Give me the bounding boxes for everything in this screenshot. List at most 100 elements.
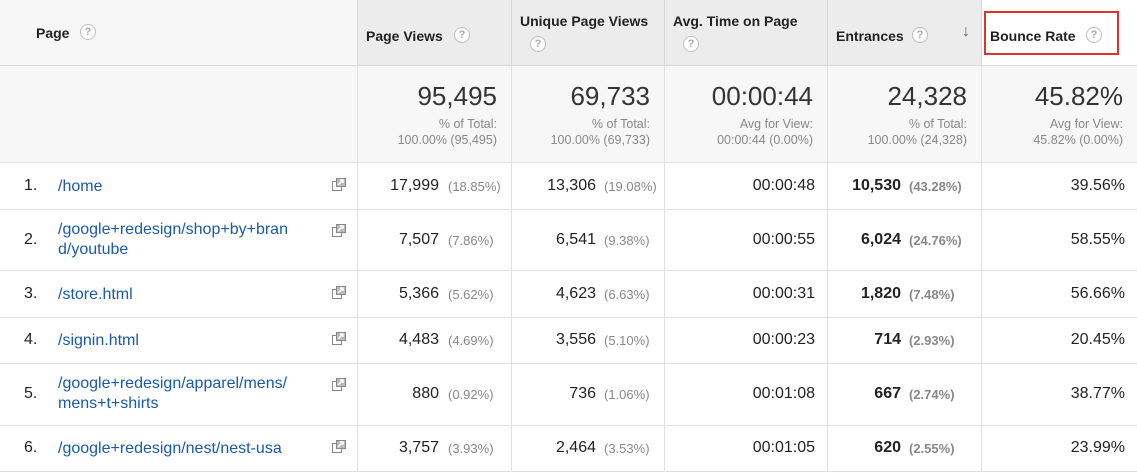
page-views-value: 7,507 [398, 231, 439, 248]
header-unique-page-views-label: Unique Page Views [520, 13, 649, 29]
open-external-icon[interactable] [332, 440, 346, 453]
row-number: 4. [24, 331, 38, 348]
header-page-label: Page [36, 25, 70, 41]
open-external-icon[interactable] [332, 286, 346, 299]
cell-entrances: 10,530 (43.28%) [828, 163, 982, 210]
avg-time-value: 00:00:48 [752, 177, 815, 194]
entrances-percent: (24.76%) [909, 233, 962, 248]
totals-entrances: 24,328 % of Total: 100.00% (24,328) [828, 66, 982, 163]
cell-unique-page-views: 4,623 (6.63%) [512, 271, 665, 318]
page-link-line2[interactable]: d/youtube [58, 241, 129, 258]
total-sub-line1: Avg for View: [739, 117, 813, 131]
page-link-line2[interactable]: mens+t+shirts [58, 395, 159, 412]
total-subtext: % of Total: 100.00% (24,328) [868, 116, 967, 148]
cell-bounce-rate: 20.45% [982, 318, 1137, 364]
unique-page-views-value: 13,306 [547, 177, 596, 194]
page-views-value: 880 [412, 385, 439, 402]
bounce-rate-value: 56.66% [1070, 285, 1125, 302]
cell-bounce-rate: 39.56% [982, 163, 1137, 210]
header-avg-time[interactable]: Avg. Time on Page ? [665, 0, 828, 66]
open-external-icon[interactable] [332, 332, 346, 345]
open-external-icon[interactable] [332, 224, 346, 237]
total-subtext: % of Total: 100.00% (69,733) [551, 116, 650, 148]
header-page-views[interactable]: Page Views ? [358, 0, 512, 66]
page-link-line1[interactable]: /home [58, 178, 103, 195]
cell-entrances: 6,024 (24.76%) [828, 210, 982, 271]
unique-page-views-value: 6,541 [555, 231, 596, 248]
table-header: Page ? Page Views ? Unique Page Views ? … [0, 0, 1137, 66]
cell-page: 1. /home [0, 163, 358, 210]
page-link-line1[interactable]: /google+redesign/shop+by+bran [58, 221, 288, 238]
total-sub-line1: % of Total: [438, 117, 497, 131]
page-link-line1[interactable]: /signin.html [58, 332, 139, 349]
bounce-rate-value: 38.77% [1070, 385, 1125, 402]
cell-unique-page-views: 6,541 (9.38%) [512, 210, 665, 271]
total-subtext: Avg for View: 00:00:44 (0.00%) [717, 116, 813, 148]
unique-page-views-value: 2,464 [555, 439, 596, 456]
page-link[interactable]: /home [58, 177, 323, 197]
page-link[interactable]: /store.html [58, 285, 323, 305]
cell-entrances: 667 (2.74%) [828, 364, 982, 426]
cell-unique-page-views: 2,464 (3.53%) [512, 426, 665, 472]
unique-page-views-percent: (5.10%) [604, 333, 650, 348]
cell-avg-time: 00:00:48 [665, 163, 828, 210]
page-views-value: 4,483 [398, 331, 439, 348]
open-external-icon[interactable] [332, 178, 346, 191]
page-link-line1[interactable]: /google+redesign/nest/nest-usa [58, 440, 282, 457]
page-link[interactable]: /google+redesign/shop+by+bran d/youtube [58, 220, 323, 260]
table-row: 3. /store.html 5,366 (5.62%) 4,623 (6.63%) 00:… [0, 271, 1137, 318]
total-sub-line2: 00:00:44 (0.00%) [717, 133, 813, 147]
unique-page-views-percent: (6.63%) [604, 287, 650, 302]
page-views-value: 5,366 [398, 285, 439, 302]
cell-page: 4. /signin.html [0, 318, 358, 364]
page-views-percent: (7.86%) [448, 233, 494, 248]
page-link-line1[interactable]: /store.html [58, 286, 133, 303]
header-entrances-label: Entrances [836, 28, 904, 44]
page-link[interactable]: /google+redesign/nest/nest-usa [58, 439, 323, 459]
total-sub-line1: Avg for View: [1049, 117, 1123, 131]
total-value: 45.82% [1034, 81, 1123, 111]
cell-page: 5. /google+redesign/apparel/mens/mens+t+s… [0, 364, 358, 426]
header-avg-time-label: Avg. Time on Page [673, 13, 798, 29]
cell-bounce-rate: 38.77% [982, 364, 1137, 426]
page-views-percent: (0.92%) [448, 387, 494, 402]
total-sub-line2: 100.00% (95,495) [397, 133, 497, 147]
cell-entrances: 714 (2.93%) [828, 318, 982, 364]
bounce-rate-value: 20.45% [1070, 331, 1125, 348]
row-number: 2. [24, 231, 38, 248]
totals-row: 95,495 % of Total: 100.00% (95,495) 69,73… [0, 66, 1137, 163]
cell-entrances: 1,820 (7.48%) [828, 271, 982, 318]
totals-bounce-rate: 45.82% Avg for View: 45.82% (0.00%) [982, 66, 1137, 163]
header-unique-page-views[interactable]: Unique Page Views ? [512, 0, 665, 66]
help-icon[interactable]: ? [530, 36, 546, 52]
cell-entrances: 620 (2.55%) [828, 426, 982, 472]
entrances-value: 714 [874, 331, 901, 348]
table-row: 5. /google+redesign/apparel/mens/mens+t+s… [0, 364, 1137, 426]
help-icon[interactable]: ? [912, 27, 928, 43]
help-icon[interactable]: ? [1086, 27, 1102, 43]
header-entrances[interactable]: Entrances ? ↓ [828, 0, 982, 66]
cell-page-views: 17,999 (18.85%) [358, 163, 512, 210]
table-row: 1. /home 17,999 (18.85%) 13,306 (19.08%) 00:00… [0, 163, 1137, 210]
page-views-percent: (18.85%) [448, 179, 501, 194]
help-icon[interactable]: ? [454, 27, 470, 43]
page-link[interactable]: /signin.html [58, 331, 323, 351]
page-link[interactable]: /google+redesign/apparel/mens/mens+t+shi… [58, 374, 323, 414]
entrances-value: 620 [874, 439, 901, 456]
sort-descending-icon[interactable]: ↓ [962, 23, 970, 40]
cell-page-views: 4,483 (4.69%) [358, 318, 512, 364]
page-link-line1[interactable]: /google+redesign/apparel/mens/ [58, 375, 288, 392]
help-icon[interactable]: ? [80, 24, 96, 40]
cell-unique-page-views: 736 (1.06%) [512, 364, 665, 426]
cell-unique-page-views: 13,306 (19.08%) [512, 163, 665, 210]
entrances-value: 10,530 [852, 177, 901, 194]
unique-page-views-value: 4,623 [555, 285, 596, 302]
header-page[interactable]: Page ? [0, 0, 358, 66]
totals-page-views: 95,495 % of Total: 100.00% (95,495) [358, 66, 512, 163]
totals-page [0, 66, 358, 163]
open-external-icon[interactable] [332, 378, 346, 391]
help-icon[interactable]: ? [683, 36, 699, 52]
cell-avg-time: 00:01:08 [665, 364, 828, 426]
header-bounce-rate[interactable]: Bounce Rate ? [982, 0, 1137, 66]
